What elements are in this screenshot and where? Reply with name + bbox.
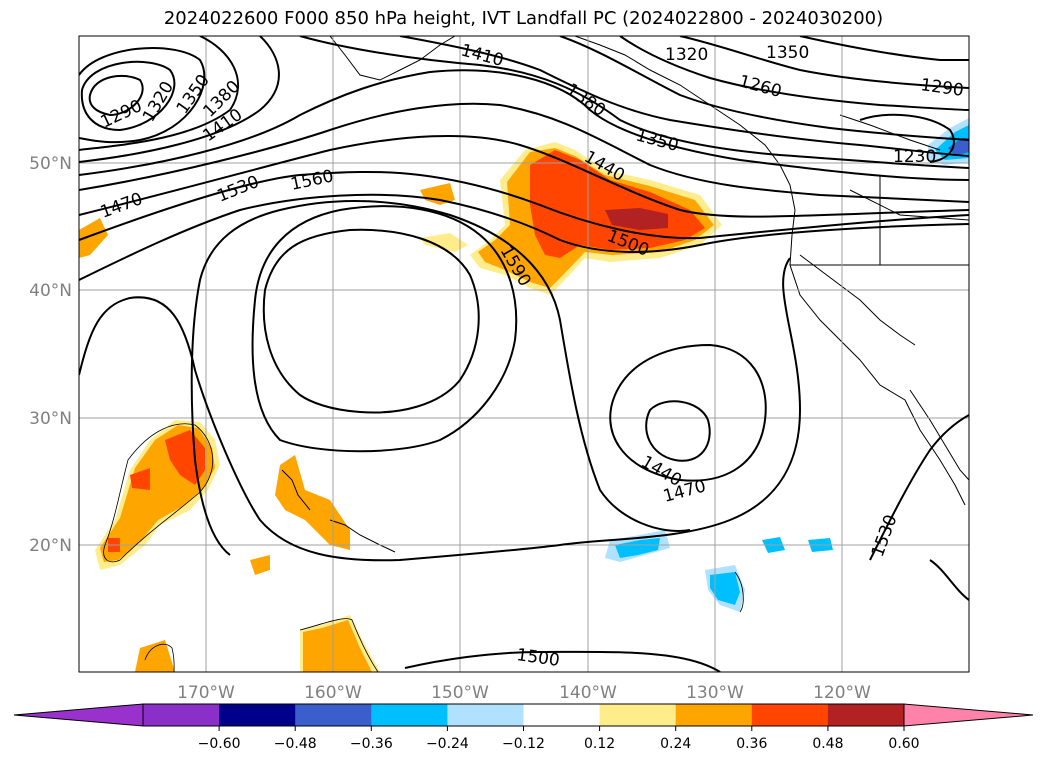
colorbar-tick-label: 0.36 (736, 736, 767, 752)
lon-label: 140°W (559, 683, 617, 703)
colorbar-segment (827, 704, 905, 726)
lat-label: 50°N (29, 154, 72, 174)
colorbar-tick-label: −0.48 (274, 736, 317, 752)
lon-label: 170°W (177, 683, 235, 703)
colorbar-segment (219, 704, 296, 726)
colorbar-segment (675, 704, 753, 726)
height-contours (79, 36, 969, 672)
map-title: 2024022600 F000 850 hPa height, IVT Land… (163, 8, 884, 29)
colorbar-segment (295, 704, 372, 726)
lon-label: 120°W (813, 683, 871, 703)
colorbar-extend-high (904, 704, 1033, 726)
lat-label: 40°N (29, 281, 72, 301)
lon-label: 150°W (431, 683, 489, 703)
colorbar-tick-label: −0.36 (350, 736, 393, 752)
colorbar-tick-label: −0.12 (502, 736, 545, 752)
colorbar: −0.60 −0.48 −0.36 −0.24 −0.12 0.12 0.24 0.36 0.4… (13, 703, 1034, 752)
colorbar-tick-label: 0.48 (812, 736, 843, 752)
colorbar-segment (523, 704, 601, 726)
colorbar-segment (751, 704, 829, 726)
contour-label: 1350 (766, 43, 809, 63)
map-plot-area: 1290 1320 1350 1380 1410 1410 1380 1440 … (79, 36, 969, 672)
coastlines (281, 36, 969, 553)
contour-label: 1230 (893, 147, 936, 167)
lat-label: 20°N (29, 536, 72, 556)
contour-label: 1320 (665, 45, 708, 65)
colorbar-segment (599, 704, 677, 726)
lon-label: 130°W (686, 683, 744, 703)
colorbar-segment (143, 704, 220, 726)
colorbar-extend-low (14, 704, 143, 726)
lon-label: 160°W (304, 683, 362, 703)
colorbar-tick-label: 0.12 (584, 736, 615, 752)
ivt-positive-shading (79, 142, 722, 672)
map-frame (78, 35, 970, 673)
colorbar-tick-label: −0.24 (426, 736, 469, 752)
gridlines (79, 36, 969, 672)
lat-label: 30°N (29, 409, 72, 429)
colorbar-segment (447, 704, 524, 726)
colorbar-tick-label: 0.24 (660, 736, 691, 752)
colorbar-tick-label: −0.60 (198, 736, 241, 752)
colorbar-segment (371, 704, 448, 726)
ivt-negative-shading (605, 118, 969, 612)
colorbar-tick-label: 0.60 (888, 736, 919, 752)
